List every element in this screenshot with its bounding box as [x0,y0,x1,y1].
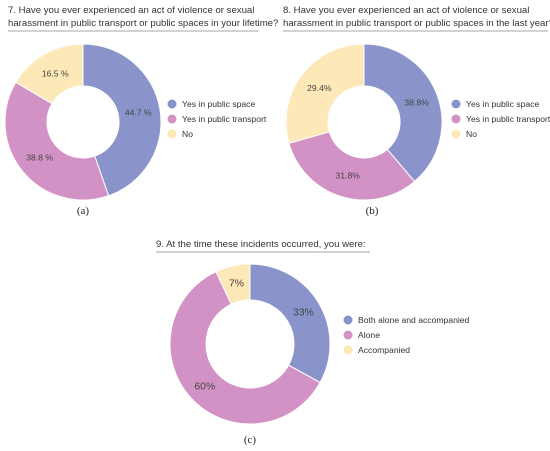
donut-slice-accompanied [215,263,251,305]
legend-label: No [466,129,477,139]
chart-title-line: 7. Have you ever experienced an act of v… [8,5,254,16]
legend-marker [343,315,353,325]
chart-c: 9. At the time these incidents occurred,… [156,239,470,446]
donut-slice-alone [169,270,321,425]
slice-label: 38.8 % [26,152,53,162]
donut-slice-yes-in-public-transport [288,131,416,201]
slice-label: 16.5 % [42,68,69,78]
panel-caption: (a) [77,205,90,217]
legend-marker [343,345,353,355]
legend-marker [167,114,177,124]
chart-b: 8. Have you ever experienced an act of v… [283,5,550,217]
legend-label: Yes in public transport [466,114,550,124]
legend-marker [451,99,461,109]
chart-title-line: 8. Have you ever experienced an act of v… [283,5,529,16]
donut-slice-both-alone-and-accompanied [249,263,331,384]
legend-marker [167,129,177,139]
slice-label: 38.8% [404,98,429,108]
charts: 7. Have you ever experienced an act of v… [4,5,550,446]
legend-marker [343,330,353,340]
donut-slice-yes-in-public-transport [4,81,110,201]
slice-label: 33% [293,307,314,318]
slice-label: 29.4% [307,83,332,93]
panel-caption: (c) [244,434,257,446]
legend-label: Yes in public space [182,99,255,109]
slice-label: 7% [229,278,244,289]
legend-marker [167,99,177,109]
slice-label: 44.7 % [125,108,152,118]
slice-label: 60% [194,381,215,392]
donut-slice-no [285,43,365,144]
legend-label: Alone [358,330,380,340]
chart-a: 7. Have you ever experienced an act of v… [4,5,278,217]
legend-marker [451,129,461,139]
donut-slice-yes-in-public-space [82,43,162,197]
panel-caption: (b) [366,205,379,217]
legend-label: Accompanied [358,345,410,355]
donut-slice-no [15,43,84,105]
legend-marker [451,114,461,124]
legend-label: Yes in public transport [182,114,267,124]
legend-label: Both alone and accompanied [358,315,470,325]
legend-label: Yes in public space [466,99,539,109]
legend-label: No [182,129,193,139]
chart-title-line: 9. At the time these incidents occurred,… [156,239,366,250]
donut-slice-yes-in-public-space [363,43,443,183]
chart-title-line: harassment in public transport or public… [8,18,278,29]
slice-label: 31.8% [336,171,361,181]
chart-title-line: harassment in public transport or public… [283,18,550,29]
